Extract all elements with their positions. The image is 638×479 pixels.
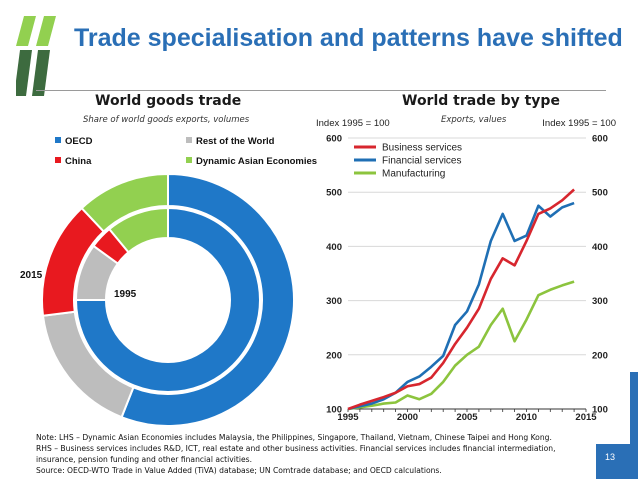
series-line-financial-services [347,201,575,411]
y-axis-label-left: Index 1995 = 100 [316,118,390,129]
y-tick-label-right-600: 600 [592,134,608,145]
legend-swatch-dynamic-asian-economies [186,157,192,163]
y-tick-label-right-300: 300 [592,296,608,307]
x-tick-label-2010: 2010 [516,412,537,423]
y-tick-label-left-100: 100 [326,405,342,416]
donut-chart [41,174,295,426]
ring-label-outer: 2015 [20,270,43,281]
y-tick-label-left-300: 300 [326,296,342,307]
legend-label-china: China [65,156,92,167]
footnote-line-2: RHS – Business services includes R&D, IC… [36,444,556,453]
oecd-logo [16,16,56,96]
y-tick-label-right-200: 200 [592,350,608,361]
legend-label-dynamic-asian-economies: Dynamic Asian Economies [196,156,318,167]
slide-title: Trade specialisation and patterns have s… [74,24,623,52]
page-number: 13 [605,452,616,462]
donut-slice-2015-dynamic-asian-economies [80,174,169,233]
y-tick-label-right-500: 500 [592,188,608,199]
legend-item-china: China [55,156,91,167]
donut-chart-title: World goods trade [95,93,242,109]
footnote-line-3: insurance, pension funding and other fin… [36,455,252,464]
y-tick-label-left-500: 500 [326,188,342,199]
footnote-line-1: Note: LHS – Dynamic Asian Economies incl… [36,433,552,442]
line-chart-subtitle: Exports, values [441,115,507,125]
donut-slice-1995-oecd [74,206,261,393]
page-number-box [596,444,638,479]
series-line-manufacturing [347,280,575,411]
legend-label-financial-services: Financial services [382,156,461,167]
x-tick-label-2015: 2015 [575,412,597,423]
line-chart-title: World trade by type [402,93,560,109]
donut-chart-subtitle: Share of world goods exports, volumes [83,115,250,125]
y-tick-label-left-200: 200 [326,350,342,361]
legend-swatch-rest-of-world [186,137,192,143]
y-tick-label-right-100: 100 [592,405,608,416]
title-divider [36,90,606,91]
x-tick-label-2000: 2000 [397,412,418,423]
ring-label-inner: 1995 [114,289,137,300]
y-tick-label-right-400: 400 [592,242,608,253]
footnote-source: Source: OECD-WTO Trade in Value Added (T… [36,466,442,475]
legend-label-rest-of-world: Rest of the World [196,136,275,147]
legend-swatch-oecd [55,137,61,143]
x-tick-label-2005: 2005 [456,412,478,423]
legend-label-oecd: OECD [65,136,93,147]
legend-item-dynamic-asian-economies: Dynamic Asian Economies [186,156,317,167]
y-tick-label-left-600: 600 [326,134,342,145]
series-line-business-services [347,188,575,411]
donut-slice-1995-dynamic-asian-economies [107,206,169,254]
line-chart: 100 100 200 200 300 300 400 400 500 500 600 600 1995… [316,118,616,423]
x-tick-label-1995: 1995 [337,412,359,423]
legend-item-rest-of-world: Rest of the World [186,136,274,147]
legend-label-business-services: Business services [382,143,462,154]
y-axis-label-right: Index 1995 = 100 [542,118,616,129]
footnote: Note: LHS – Dynamic Asian Economies incl… [36,432,596,476]
legend-swatch-china [55,157,61,163]
legend-item-oecd: OECD [55,136,92,147]
y-tick-label-left-400: 400 [326,242,342,253]
decorative-bar [630,372,638,479]
donut-slice-2015-oecd [120,174,295,426]
legend-label-manufacturing: Manufacturing [382,169,445,180]
